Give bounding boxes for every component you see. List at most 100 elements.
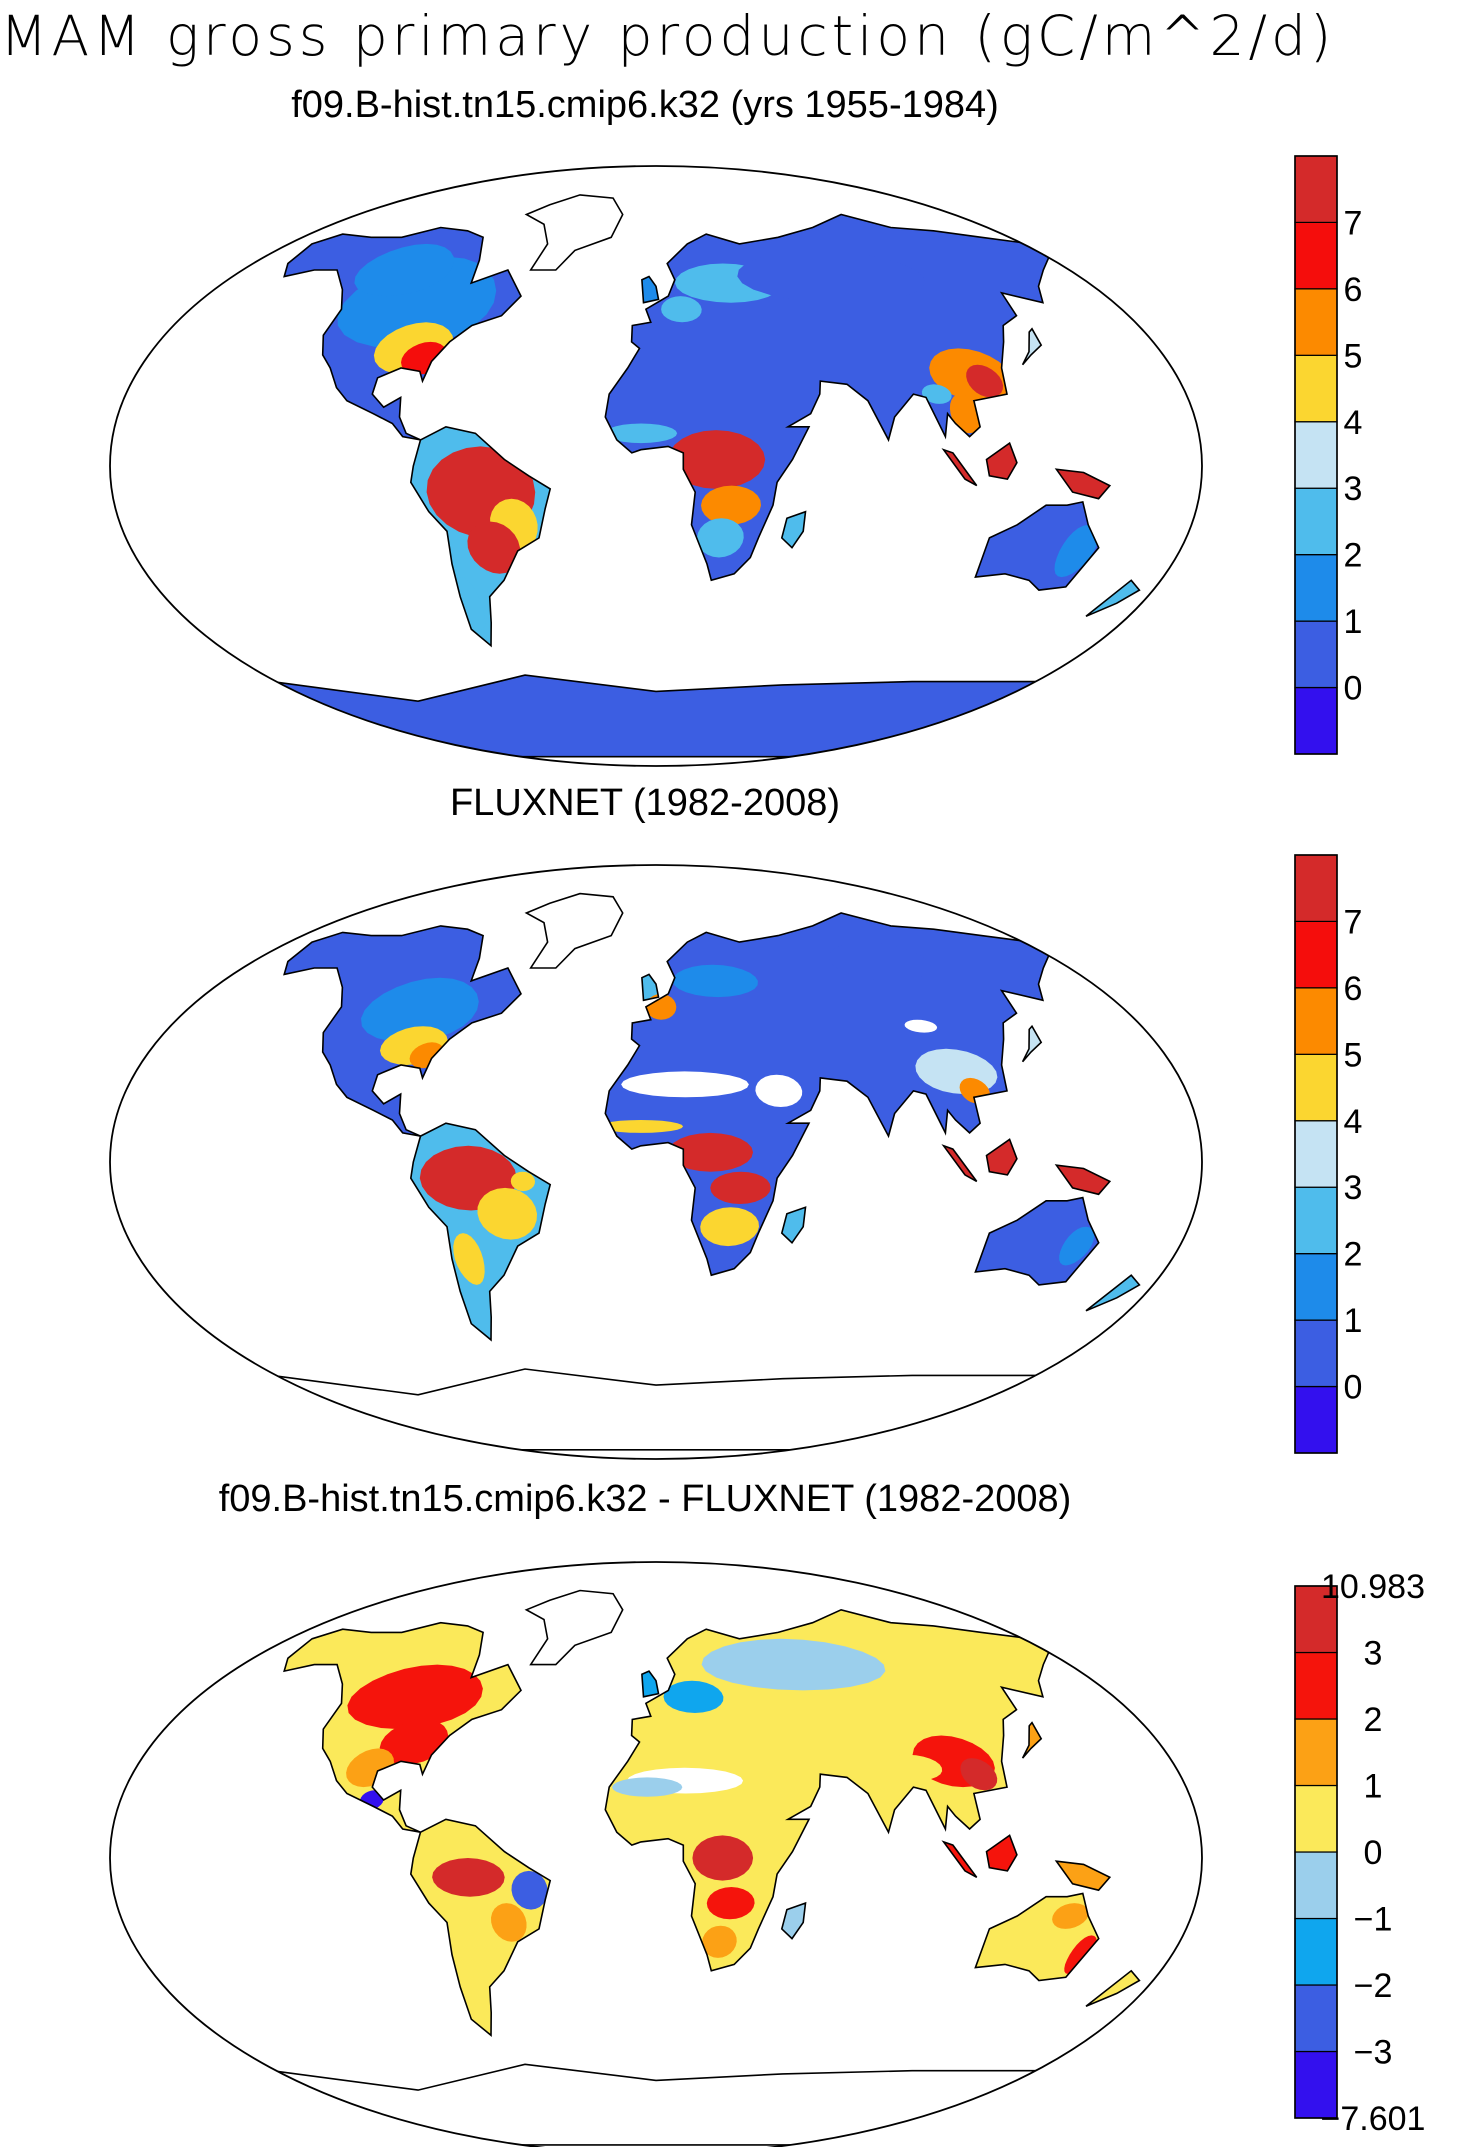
value-region <box>884 1754 943 1781</box>
land-madagascar <box>781 1207 806 1243</box>
colorbar-tick-label: 0 <box>1364 1834 1383 1872</box>
value-region <box>1000 1916 1085 1968</box>
colorbar-tick-label: 4 <box>1344 1103 1363 1141</box>
colorbar-tick-label: 7 <box>1344 204 1363 242</box>
land-borneo <box>986 1835 1017 1871</box>
colorbar-tick-label: −3 <box>1354 2034 1393 2072</box>
map-frame <box>109 165 1203 767</box>
value-region <box>755 1074 803 1107</box>
map-body <box>271 1589 1141 2146</box>
coastline-australia <box>974 1196 1100 1286</box>
colorbar-outline <box>1294 854 1338 1454</box>
land-greenland <box>526 1590 623 1665</box>
coastline-southAmerica <box>409 425 552 648</box>
map-panel-model <box>109 165 1203 767</box>
colorbar-swatch <box>1294 554 1338 622</box>
coastline-borneo <box>985 1138 1018 1176</box>
coastline-northAmerica <box>283 925 522 1137</box>
value-region <box>1054 524 1099 578</box>
land-madagascar <box>781 1903 806 1939</box>
land-nz <box>1086 1970 1140 2007</box>
value-region <box>354 243 454 297</box>
colorbar-tick-label: −1 <box>1354 1901 1393 1939</box>
colorbar-tick-label: 10.983 <box>1321 1568 1425 1606</box>
value-region <box>453 1233 485 1285</box>
value-region <box>361 977 479 1043</box>
panel-title-model: f09.B-hist.tn15.cmip6.k32 (yrs 1955-1984… <box>291 84 999 126</box>
colorbar-swatch <box>1294 854 1338 923</box>
value-region <box>668 430 766 489</box>
map-panel-obs <box>109 864 1203 1460</box>
coastline-madagascar <box>780 510 807 549</box>
colorbar-swatch <box>1294 155 1338 224</box>
land-newGuinea <box>1056 1165 1110 1195</box>
value-region <box>966 364 1003 398</box>
colorbar-swatch <box>1294 1253 1338 1321</box>
colorbar-tick-label: 7 <box>1344 903 1363 941</box>
coastline-nz <box>1085 579 1141 618</box>
value-region <box>379 1719 449 1765</box>
colorbar-tick-label: 6 <box>1344 970 1363 1008</box>
land-antarctica <box>271 2064 1041 2145</box>
panel-title-difference: f09.B-hist.tn15.cmip6.k32 - FLUXNET (198… <box>218 1478 1072 1520</box>
value-region <box>608 1809 692 1829</box>
colorbar-tick-label: 2 <box>1344 537 1363 575</box>
value-region <box>921 384 952 404</box>
coastline-britain <box>641 275 660 304</box>
coastline-sumatra <box>941 448 978 487</box>
colorbar-swatch <box>1294 920 1338 989</box>
colorbar-swatch <box>1294 1120 1338 1188</box>
coastline-afroEurasia <box>604 213 1050 582</box>
value-region <box>347 1664 483 1730</box>
colorbar-swatch <box>1294 354 1338 423</box>
value-region <box>672 964 758 998</box>
land-britain <box>641 276 659 303</box>
colorbar-swatch <box>1294 1585 1338 1654</box>
value-region <box>949 394 981 434</box>
colorbar-swatch <box>1294 288 1338 356</box>
colorbar-tick-label: 3 <box>1344 470 1363 508</box>
colorbar-tick-label: 3 <box>1364 1635 1383 1673</box>
colorbar-tick-label: 4 <box>1344 404 1363 442</box>
value-region <box>661 296 702 323</box>
colorbar-tick-label: 2 <box>1364 1701 1383 1739</box>
value-region <box>960 1758 998 1791</box>
value-region <box>710 1171 771 1204</box>
land-sumatra <box>943 1841 977 1878</box>
coastline-afroEurasia <box>604 1608 1050 1972</box>
coastline-borneo <box>985 1834 1018 1872</box>
land-greenland <box>526 194 623 270</box>
coastline-southAmerica <box>409 1818 552 2037</box>
land-borneo <box>986 1139 1017 1175</box>
panel-title-fluxnet: FLUXNET (1982-2008) <box>449 782 841 824</box>
coastline-northAmerica <box>283 1621 522 1833</box>
coastline-greenland <box>524 194 624 271</box>
land-nz <box>1086 1275 1140 1311</box>
value-field <box>346 1638 1097 1991</box>
value-region <box>701 1638 886 1691</box>
value-region <box>598 1120 684 1133</box>
colorbar-swatch <box>1294 1718 1338 1787</box>
coastline-afroEurasia <box>604 912 1050 1277</box>
coastline-southAmerica <box>409 1122 552 1342</box>
coastline-newGuinea <box>1054 1860 1112 1892</box>
coastline-northAmerica <box>283 226 522 441</box>
land-britain <box>641 1671 659 1697</box>
colorbar-tick-label: 1 <box>1364 1768 1383 1806</box>
value-region <box>461 1951 487 1991</box>
colorbar-tick-label: −2 <box>1354 1967 1393 2005</box>
coastline-britain <box>641 973 660 1002</box>
colorbar-outline <box>1294 155 1338 755</box>
land-newGuinea <box>1056 1861 1110 1891</box>
colorbar-swatch <box>1294 987 1338 1055</box>
colorbar-tick-label: 3 <box>1344 1169 1363 1207</box>
coastline-britain <box>641 1670 660 1698</box>
coastline-japan <box>1021 1721 1043 1759</box>
colorbar-swatch <box>1294 620 1338 689</box>
value-region <box>1064 1935 1097 1974</box>
land-nz <box>1086 580 1140 617</box>
coastline-nz <box>1085 1969 1141 2008</box>
value-region <box>456 577 486 630</box>
